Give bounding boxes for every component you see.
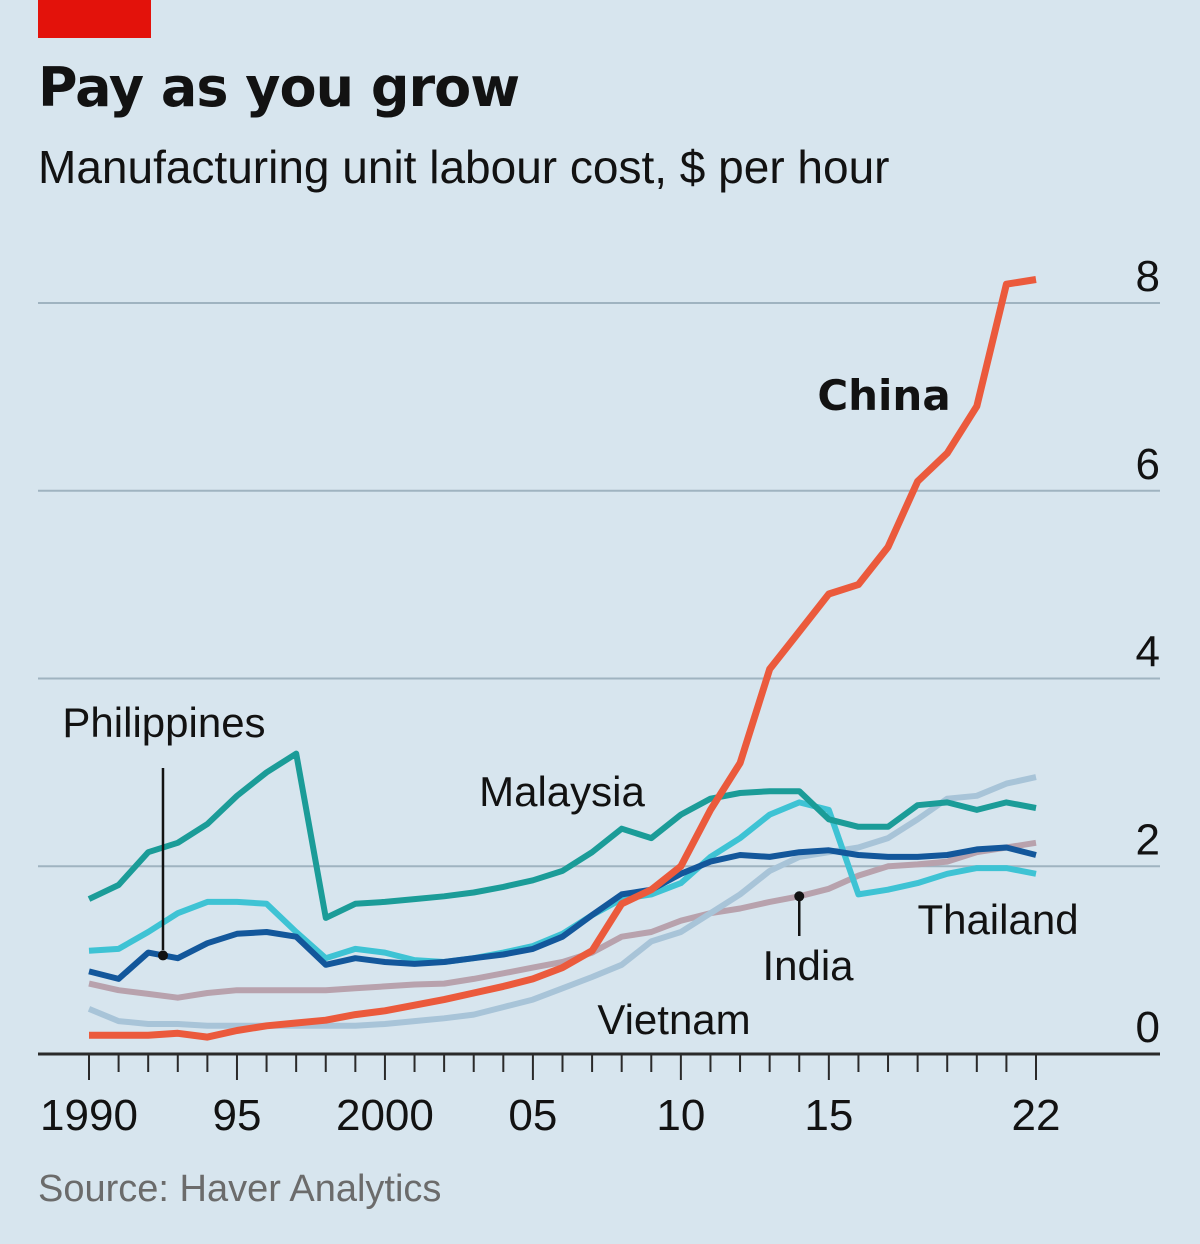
series-label-thailand: Thailand <box>917 896 1078 943</box>
x-tick-label: 22 <box>1012 1091 1061 1140</box>
philippines-leader-dot <box>157 950 168 961</box>
y-tick-label: 0 <box>1136 1003 1160 1052</box>
series-line-china <box>89 276 1037 1041</box>
series-line-malaysia <box>87 750 1037 921</box>
series-label-india: India <box>762 942 854 989</box>
series-line-philippines <box>88 844 1037 982</box>
y-tick-label: 2 <box>1136 815 1160 864</box>
series-label-philippines: Philippines <box>62 699 265 746</box>
series-label-vietnam: Vietnam <box>597 996 750 1043</box>
y-tick-label: 8 <box>1136 252 1160 301</box>
chart-subtitle: Manufacturing unit labour cost, $ per ho… <box>38 141 890 193</box>
x-tick-label: 2000 <box>336 1091 434 1140</box>
series-label-malaysia: Malaysia <box>479 768 645 815</box>
x-tick-label: 05 <box>508 1091 557 1140</box>
x-tick-label: 10 <box>656 1091 705 1140</box>
x-tick-label: 1990 <box>40 1091 138 1140</box>
india-leader-dot <box>794 891 805 902</box>
source-note: Source: Haver Analytics <box>38 1168 442 1210</box>
y-tick-label: 6 <box>1136 440 1160 489</box>
series-line-india <box>88 839 1037 1001</box>
series-label-china: China <box>817 371 950 420</box>
brand-accent-bar <box>38 0 151 38</box>
chart-title: Pay as you grow <box>38 56 520 119</box>
x-tick-label: 95 <box>212 1091 261 1140</box>
y-tick-label: 4 <box>1136 628 1160 677</box>
x-tick-label: 15 <box>804 1091 853 1140</box>
